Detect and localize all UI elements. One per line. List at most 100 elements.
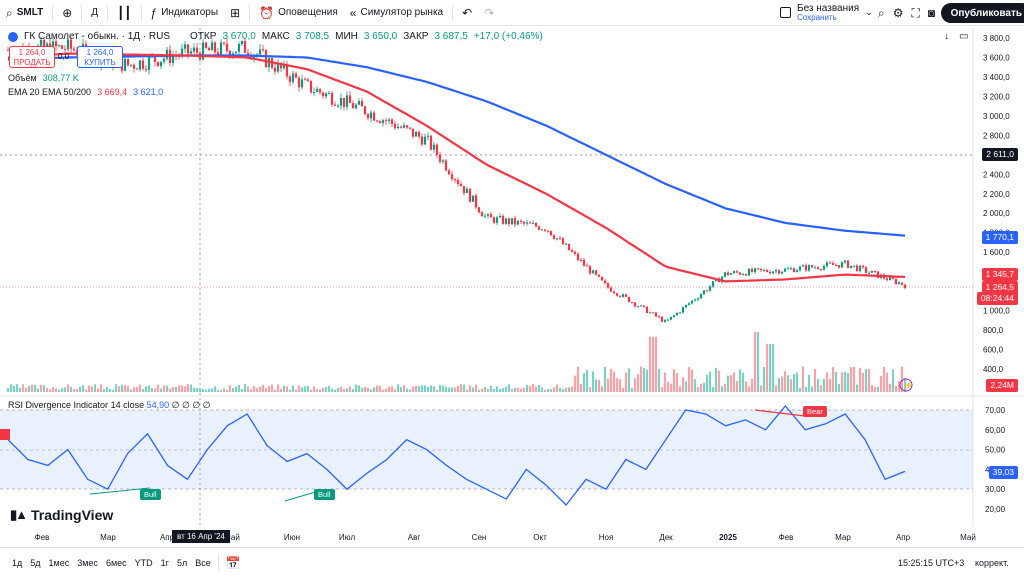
- candle-body: [804, 265, 808, 271]
- volume-bar: [21, 384, 25, 392]
- download-icon[interactable]: ↓: [944, 31, 949, 42]
- candle-body: [843, 260, 847, 263]
- volume-bar: [486, 388, 490, 392]
- indicators-button[interactable]: ƒ Индикаторы: [145, 0, 225, 26]
- maximize-pane-icon[interactable]: ▭: [959, 31, 969, 42]
- range-6-button[interactable]: 1г: [160, 557, 169, 568]
- volume-bar: [825, 372, 829, 392]
- candle-body: [54, 41, 58, 47]
- layout-save[interactable]: Без названия Сохранить ⌄: [780, 3, 873, 23]
- redo-button[interactable]: ↷: [478, 0, 500, 26]
- candle-body: [525, 222, 529, 224]
- camera-icon[interactable]: ◙: [927, 6, 936, 20]
- volume-bar: [801, 366, 805, 392]
- gear-icon[interactable]: ⚙: [892, 6, 904, 20]
- lightning-icon[interactable]: [899, 378, 913, 392]
- volume-bar: [522, 387, 526, 392]
- range-8-button[interactable]: Все: [195, 557, 211, 568]
- publish-button[interactable]: Опубликовать: [940, 3, 1024, 23]
- volume-bar: [633, 378, 637, 392]
- undo-button[interactable]: ↶: [456, 0, 478, 26]
- candle-body: [282, 63, 286, 69]
- adjust-button[interactable]: коррект.: [975, 557, 1009, 568]
- rsi-tick: 30,00: [985, 485, 1006, 494]
- alerts-button[interactable]: ⏰ Оповещения: [253, 0, 344, 26]
- range-0-button[interactable]: 1д: [12, 557, 23, 568]
- symbol-title[interactable]: ГК Самолет - обыкн. · 1Д · RUS: [24, 31, 171, 42]
- candle-body: [846, 260, 850, 268]
- change-value: +17,0 (+0,46%): [473, 31, 543, 42]
- candle-body: [222, 42, 226, 44]
- candle-body: [723, 272, 727, 277]
- volume-bar: [816, 378, 820, 392]
- candle-body: [141, 60, 145, 69]
- range-1-button[interactable]: 5д: [30, 557, 41, 568]
- candle-body: [465, 188, 469, 193]
- candle-body: [264, 50, 268, 68]
- compare-button[interactable]: ⊕: [56, 0, 78, 26]
- volume-bar: [231, 387, 235, 392]
- volume-bar: [435, 389, 439, 392]
- rsi-band: [0, 410, 973, 489]
- candle-body: [765, 269, 769, 272]
- rsi-value-badge: 39,03: [988, 466, 1018, 479]
- templates-button[interactable]: ⊞: [224, 0, 246, 26]
- candle-body: [684, 304, 688, 308]
- candle-body: [585, 265, 589, 267]
- range-3-button[interactable]: 3мес: [77, 557, 98, 568]
- volume-bar: [687, 367, 691, 392]
- quick-search-icon[interactable]: ⌕: [878, 6, 885, 20]
- volume-bar: [288, 389, 292, 392]
- range-2-button[interactable]: 1мес: [48, 557, 70, 568]
- candle-body: [795, 270, 799, 273]
- calendar-icon[interactable]: 📅: [225, 555, 241, 570]
- volume-bar: [333, 389, 337, 392]
- volume-bar: [837, 384, 841, 392]
- time-axis[interactable]: Фев Мар Апр Май Июн Июл Авг Сен Окт Ноя Дек 2025 Фев…: [35, 533, 976, 542]
- candle-body: [672, 315, 676, 317]
- candle-body: [336, 105, 340, 107]
- clock-time[interactable]: 15:25:15 UTC+3: [898, 557, 965, 568]
- candle-body: [888, 276, 892, 281]
- volume-bar: [771, 344, 775, 392]
- crosshair-price-badge: 2 611,0: [982, 148, 1018, 161]
- sell-button[interactable]: 1 264,0 ПРОДАТЬ: [9, 46, 55, 68]
- indicators-icon: ƒ: [150, 5, 158, 20]
- candle-body: [594, 270, 598, 275]
- price-axis[interactable]: 3 800,0 3 600,0 3 400,0 3 200,0 3 000,0 2 800…: [983, 34, 1010, 374]
- range-5-button[interactable]: YTD: [134, 557, 153, 568]
- volume-bar: [138, 384, 142, 392]
- volume-bar: [117, 386, 121, 392]
- volume-bar: [387, 386, 391, 392]
- candle-body: [552, 235, 556, 239]
- volume-bar: [861, 373, 865, 392]
- volume-bar: [384, 388, 388, 392]
- time-tick: 2025: [719, 533, 737, 542]
- volume-bar: [192, 387, 196, 392]
- chart-canvas[interactable]: 3 800,0 3 600,0 3 400,0 3 200,0 3 000,0 2 800…: [0, 26, 1024, 546]
- candle-body: [870, 270, 874, 273]
- replay-button[interactable]: « Симулятор рынка: [344, 0, 449, 26]
- volume-bar: [888, 383, 892, 392]
- candle-body: [663, 319, 667, 322]
- candle-body: [549, 231, 553, 236]
- volume-bar: [129, 389, 133, 392]
- candle-body: [600, 276, 604, 281]
- volume-bar: [153, 388, 157, 392]
- rsi-title[interactable]: RSI Divergence Indicator: [8, 400, 109, 410]
- range-7-button[interactable]: 5л: [176, 557, 188, 568]
- candle-body: [741, 274, 745, 276]
- interval-button[interactable]: Д: [85, 0, 104, 26]
- buy-button[interactable]: 1 264,0 КУПИТЬ: [77, 46, 123, 68]
- volume-bar: [201, 388, 205, 392]
- volume-bar: [897, 380, 901, 392]
- divider: [217, 554, 219, 571]
- fullscreen-icon[interactable]: ⛶: [911, 6, 920, 20]
- volume-bar: [642, 367, 646, 392]
- candle-body: [138, 60, 142, 70]
- chart-type-button[interactable]: ┃┃: [111, 0, 137, 26]
- volume-bar: [36, 388, 40, 392]
- symbol-search[interactable]: ⌕ SMLT: [0, 0, 49, 26]
- range-4-button[interactable]: 6мес: [105, 557, 127, 568]
